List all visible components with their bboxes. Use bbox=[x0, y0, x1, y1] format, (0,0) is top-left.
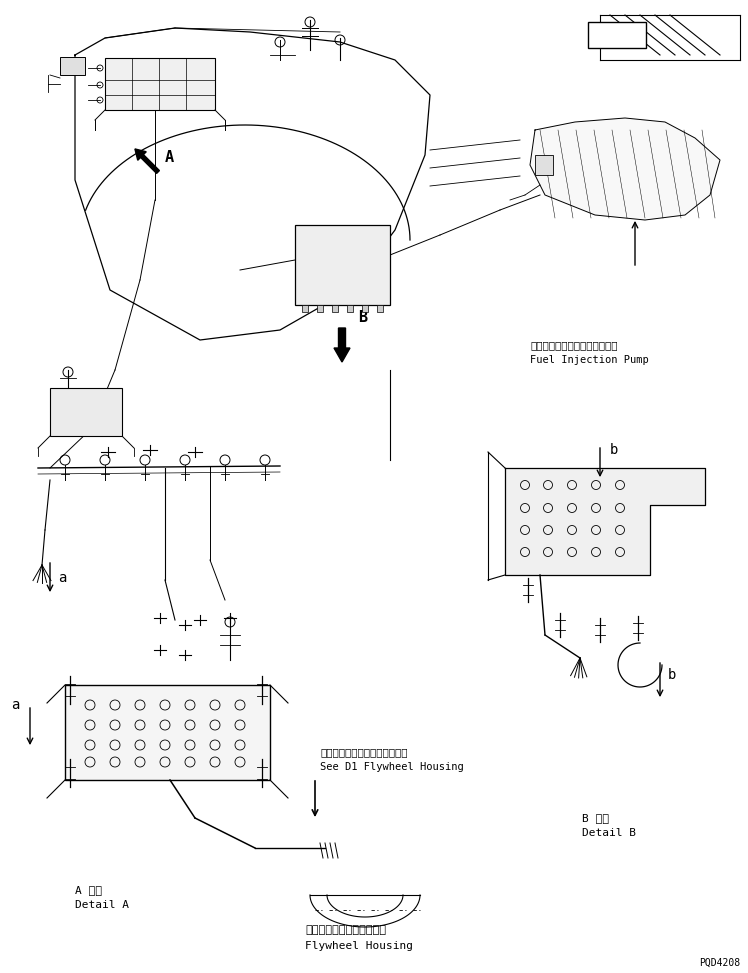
Text: B: B bbox=[358, 310, 367, 326]
Bar bbox=[60, 57, 85, 75]
Bar bbox=[347, 305, 353, 312]
Text: PQD4208: PQD4208 bbox=[699, 958, 740, 968]
Bar bbox=[65, 685, 270, 780]
Text: Detail A: Detail A bbox=[75, 900, 129, 910]
FancyArrow shape bbox=[334, 328, 350, 362]
Text: フェルインジェクションポンプ: フェルインジェクションポンプ bbox=[530, 340, 618, 350]
Text: a: a bbox=[10, 698, 19, 712]
Polygon shape bbox=[505, 468, 705, 575]
Text: フライホイールハウジング参照: フライホイールハウジング参照 bbox=[320, 747, 408, 757]
Bar bbox=[362, 305, 368, 312]
Text: Detail B: Detail B bbox=[582, 828, 636, 838]
Bar bbox=[105, 58, 215, 110]
Text: フライホイールハウジング: フライホイールハウジング bbox=[305, 925, 386, 935]
Text: b: b bbox=[668, 668, 676, 682]
Bar bbox=[588, 22, 646, 48]
Bar bbox=[50, 388, 122, 436]
Text: A: A bbox=[165, 151, 174, 165]
Bar bbox=[377, 305, 383, 312]
FancyArrow shape bbox=[135, 149, 159, 173]
Bar bbox=[317, 305, 323, 312]
Text: See D1 Flywheel Housing: See D1 Flywheel Housing bbox=[320, 762, 464, 772]
Text: b: b bbox=[610, 443, 619, 457]
Bar bbox=[302, 305, 308, 312]
Bar bbox=[332, 305, 338, 312]
Text: a: a bbox=[58, 571, 67, 585]
Text: Flywheel Housing: Flywheel Housing bbox=[305, 941, 413, 951]
Bar bbox=[535, 155, 553, 175]
Text: Fuel Injection Pump: Fuel Injection Pump bbox=[530, 355, 649, 365]
Text: FWD: FWD bbox=[606, 28, 628, 42]
Text: A 詳細: A 詳細 bbox=[75, 885, 102, 895]
Polygon shape bbox=[530, 118, 720, 220]
Bar bbox=[295, 225, 390, 305]
Text: B 詳細: B 詳細 bbox=[582, 813, 609, 823]
